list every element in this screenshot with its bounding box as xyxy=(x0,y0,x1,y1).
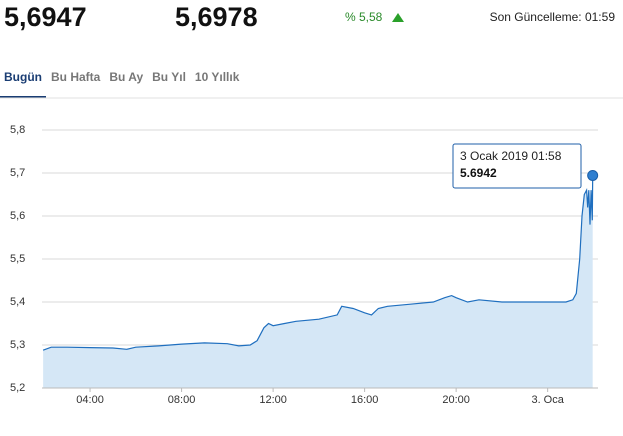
line xyxy=(42,175,594,351)
updated: Son Güncelleme: 01:59 xyxy=(490,10,616,24)
tooltip-box xyxy=(452,143,582,189)
y-tick-label: 5,2 xyxy=(10,382,25,394)
x-tick-label: 16:00 xyxy=(351,394,379,406)
y-tick-label: 5,6 xyxy=(10,210,25,222)
buy-price: 5,6947 xyxy=(4,2,87,32)
tooltip-date: 3 Ocak 2019 01:58 xyxy=(460,149,562,163)
change: % 5,58 xyxy=(345,10,383,24)
x-tick-label: 12:00 xyxy=(259,394,287,406)
y-tick-label: 5,5 xyxy=(10,253,25,265)
x-tick-label: 04:00 xyxy=(76,394,104,406)
last-point xyxy=(587,169,599,181)
tooltip: 3 Ocak 2019 01:58 5.6942 xyxy=(452,143,582,189)
sell-price: 5,6978 xyxy=(175,2,258,32)
tab[interactable]: 10 Yıllık xyxy=(195,70,240,84)
tooltip-value: 5.6942 xyxy=(460,166,497,180)
x-tick-label: 3. Oca xyxy=(531,394,564,406)
area xyxy=(43,175,593,388)
tab[interactable]: Bu Hafta xyxy=(51,70,101,84)
tab[interactable]: Bugün xyxy=(4,70,42,84)
x-tick-label: 08:00 xyxy=(168,394,196,406)
up-arrow xyxy=(392,13,404,22)
y-tick-label: 5,7 xyxy=(10,167,25,179)
y-tick-label: 5,4 xyxy=(10,296,25,308)
y-tick-label: 5,8 xyxy=(10,124,25,136)
x-tick-label: 20:00 xyxy=(442,394,470,406)
tab[interactable]: Bu Ay xyxy=(109,70,143,84)
y-tick-label: 5,3 xyxy=(10,339,25,351)
tabs: Bugün Bu Hafta Bu Ay Bu Yıl 10 Yıllık xyxy=(0,70,240,98)
plot: 5,2 5,3 5,4 5,5 5,6 5,7 5,8 04:00 08:00 12:00 16:0… xyxy=(10,124,599,406)
tab[interactable]: Bu Yıl xyxy=(152,70,186,84)
